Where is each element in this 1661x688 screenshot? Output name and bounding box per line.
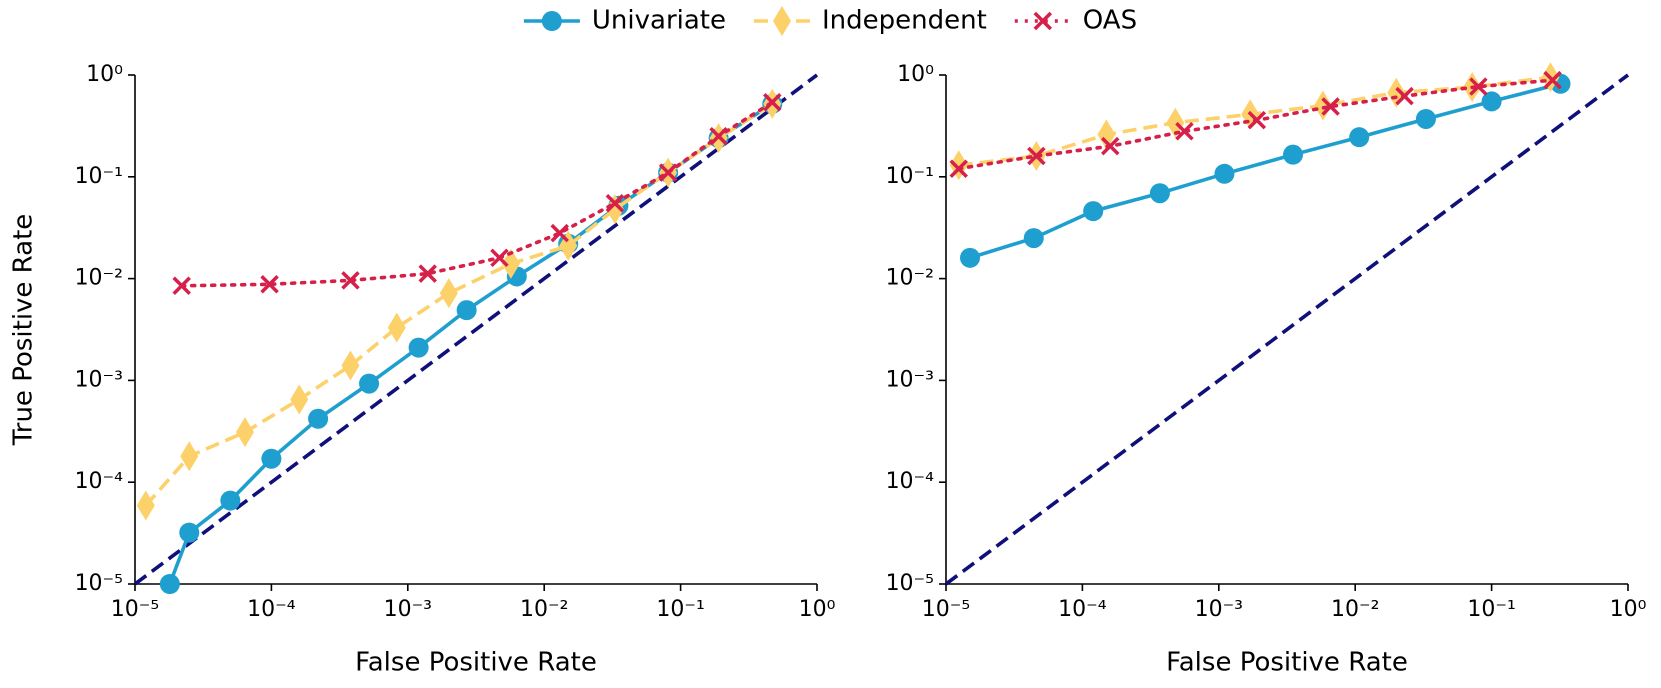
marker (1283, 144, 1304, 165)
legend-label: OAS (1083, 6, 1137, 36)
x-tick-label: 10⁰ (1610, 597, 1647, 622)
marker (1097, 119, 1116, 150)
series-line (969, 82, 1561, 260)
marker (308, 408, 329, 429)
marker (1481, 91, 1502, 112)
x-tick-label: 10⁻³ (384, 597, 432, 622)
series-line (944, 73, 1630, 586)
y-tick-label: 10⁻¹ (886, 164, 934, 189)
marker (1175, 122, 1194, 141)
marker (960, 247, 981, 268)
series (172, 93, 782, 296)
axes: 10⁻⁵ 10⁻⁴ 10⁻³ 10⁻² 10⁻¹ 10⁰ 10⁻⁵ 10⁻⁴ 10⁻³ 10⁻² 1… (886, 62, 1647, 622)
y-tick-label: 10⁻⁵ (886, 571, 934, 596)
series-line (133, 73, 819, 586)
marker (235, 417, 254, 448)
marker (387, 312, 406, 343)
marker (1395, 86, 1414, 106)
marker (290, 384, 309, 415)
x-tick-label: 10⁻⁴ (1058, 597, 1107, 622)
x-axis-label: False Positive Rate (1166, 648, 1408, 678)
series (944, 73, 1630, 586)
marker (1023, 228, 1044, 249)
series (949, 70, 1562, 178)
marker (1247, 110, 1267, 130)
marker (1214, 163, 1235, 184)
legend-label: Independent (822, 6, 987, 36)
marker (1543, 70, 1562, 90)
marker (359, 373, 380, 394)
marker (949, 159, 968, 178)
marker (1149, 183, 1170, 204)
legend: Univariate Independent OAS (523, 6, 1137, 36)
y-tick-label: 10⁰ (897, 62, 934, 87)
marker (1469, 77, 1488, 96)
axes: 10⁻⁵ 10⁻⁴ 10⁻³ 10⁻² 10⁻¹ 10⁰ 10⁻⁵ 10⁻⁴ 10⁻³ 10⁻² 1… (75, 62, 836, 622)
x-tick-label: 10⁻¹ (656, 597, 704, 622)
x-tick-label: 10⁻⁴ (247, 597, 296, 622)
x-tick-label: 10⁻² (520, 597, 568, 622)
y-tick-label: 10⁻⁵ (75, 571, 123, 596)
marker (1166, 107, 1185, 138)
series (133, 73, 819, 586)
marker (172, 276, 191, 296)
y-tick-label: 10⁻³ (886, 367, 934, 392)
series (159, 93, 783, 594)
y-tick-label: 10⁻¹ (75, 164, 123, 189)
legend-item: Univariate (523, 6, 726, 36)
marker (1027, 146, 1046, 166)
marker (658, 163, 678, 182)
x-axis-label: False Positive Rate (355, 648, 597, 678)
marker (1083, 201, 1104, 222)
marker (1321, 97, 1340, 116)
x-tick-label: 10⁻⁵ (922, 597, 970, 622)
marker (136, 490, 155, 521)
legend-label: Univariate (592, 6, 726, 36)
marker (159, 574, 180, 594)
marker (1349, 127, 1370, 148)
y-tick-label: 10⁻² (886, 266, 934, 291)
y-tick-label: 10⁻² (75, 266, 123, 291)
x-tick-label: 10⁰ (799, 597, 836, 622)
marker (179, 522, 200, 543)
series-line (179, 100, 775, 288)
y-axis-label: True Positive Rate (9, 214, 39, 447)
marker (220, 490, 241, 511)
marker (1313, 90, 1332, 121)
marker (180, 441, 199, 472)
marker (261, 448, 282, 469)
marker (763, 93, 782, 112)
x-tick-label: 10⁻² (1331, 597, 1379, 622)
y-tick-label: 10⁻⁴ (886, 469, 935, 494)
marker (1415, 108, 1436, 129)
x-tick-label: 10⁻³ (1195, 597, 1243, 622)
marker (605, 193, 625, 213)
marker (341, 271, 360, 290)
marker (341, 350, 360, 381)
x-tick-label: 10⁻⁵ (111, 597, 159, 622)
y-tick-label: 10⁰ (86, 62, 123, 87)
marker (490, 248, 509, 268)
legend-item: Independent (753, 6, 987, 36)
marker (456, 300, 477, 321)
marker (439, 278, 458, 309)
marker (408, 337, 429, 358)
marker (501, 248, 520, 279)
marker (260, 275, 279, 294)
marker (541, 11, 562, 31)
x-tick-label: 10⁻¹ (1467, 597, 1515, 622)
series (960, 73, 1571, 268)
marker (1033, 11, 1053, 31)
series-line (956, 78, 1555, 171)
y-tick-label: 10⁻⁴ (75, 469, 124, 494)
legend-item: OAS (1014, 6, 1137, 36)
marker (709, 127, 728, 146)
y-tick-label: 10⁻³ (75, 367, 123, 392)
marker (1101, 136, 1120, 156)
marker (772, 6, 791, 36)
marker (418, 264, 437, 283)
marker (550, 223, 569, 243)
